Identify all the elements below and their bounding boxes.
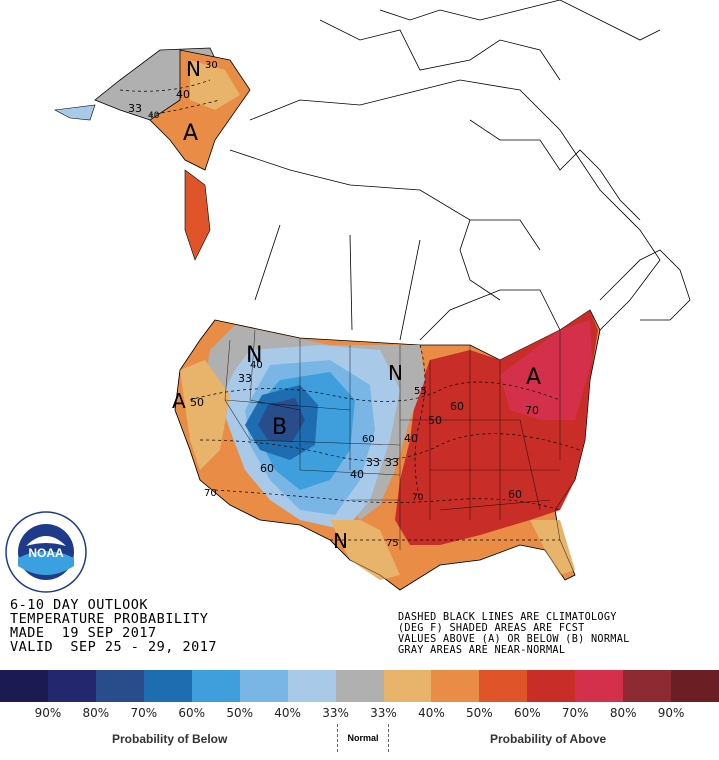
alaska-panhandle	[184, 169, 211, 261]
legend-notes: DASHED BLACK LINES ARE CLIMATOLOGY (DEG F…	[398, 612, 630, 656]
map-labels: N 30 40 33 40 A N 33 40 A 50 B 60 60 70 …	[128, 57, 541, 553]
label-v40-w: 40	[250, 360, 263, 371]
tick-label: 70%	[561, 706, 589, 720]
below-label: Probability of Below	[112, 732, 228, 746]
southeast-lightorange	[530, 520, 575, 575]
label-v70-e: 70	[525, 404, 539, 417]
legend-swatch-10	[479, 670, 528, 702]
note-line1: DASHED BLACK LINES ARE CLIMATOLOGY	[398, 612, 617, 623]
above-label: Probability of Above	[490, 732, 607, 746]
label-N-alaska: N	[186, 57, 201, 81]
probability-ticks: 90% 80% 70% 60% 50% 40% 33% 33% 40% 50% 60% 70% 80% 9…	[0, 706, 719, 720]
conus-region	[174, 309, 601, 591]
tick-label: 70%	[130, 706, 158, 720]
legend-swatch-8	[383, 670, 432, 702]
header-line2: TEMPERATURE PROBABILITY	[10, 611, 209, 627]
header-line1: 6-10 DAY OUTLOOK	[10, 597, 149, 613]
label-A-alaska: A	[183, 121, 198, 146]
alaska-lightorange	[190, 60, 240, 110]
label-v55: 55	[414, 386, 427, 397]
label-v40-e: 40	[404, 432, 418, 445]
legend-swatch-2	[95, 670, 144, 702]
label-v33-w: 33	[238, 372, 252, 385]
tick-label: 90%	[657, 706, 685, 720]
tick-label: 40%	[274, 706, 301, 720]
label-v50-e: 50	[428, 414, 442, 427]
label-v33-c2: 33	[385, 456, 399, 469]
normal-label: Normal	[347, 733, 379, 743]
tick-label: 80%	[82, 706, 110, 720]
noaa-logo-text: NOAA	[28, 546, 64, 560]
climatology-lines	[119, 79, 581, 541]
label-v40-ak2: 40	[148, 111, 160, 121]
state-borders	[174, 309, 601, 591]
legend-swatch-1	[47, 670, 96, 702]
label-v30: 30	[205, 60, 218, 71]
legend-swatch-6	[287, 670, 336, 702]
noaa-logo: NOAA	[5, 511, 87, 593]
label-v33-c: 33	[366, 456, 380, 469]
canada-outlines	[229, 0, 691, 341]
note-line4: GRAY AREAS ARE NEAR-NORMAL	[398, 645, 566, 656]
legend-swatch-9	[431, 670, 480, 702]
label-N-plains: N	[388, 361, 403, 385]
normal-box: Normal	[337, 724, 389, 752]
tick-label: 50%	[226, 706, 254, 720]
legend-swatch-12	[575, 670, 624, 702]
tick-label: 40%	[418, 706, 445, 720]
blue-80	[258, 398, 305, 442]
tick-label: 60%	[178, 706, 206, 720]
label-v70-w: 70	[204, 488, 217, 499]
label-v60-c2: 60	[362, 434, 375, 445]
header-line3: MADE 19 SEP 2017	[10, 625, 157, 641]
header-line4: VALID SEP 25 - 29, 2017	[10, 639, 218, 655]
alaska-region	[54, 47, 251, 261]
legend-swatch-5	[239, 670, 288, 702]
outlook-header: 6-10 DAY OUTLOOK TEMPERATURE PROBABILITY M…	[10, 598, 217, 654]
tick-spacer	[0, 706, 24, 720]
label-v60-se: 60	[508, 488, 522, 501]
label-v40-ak: 40	[176, 88, 190, 101]
alaska-blue	[54, 104, 96, 121]
label-v70-e2: 70	[412, 493, 424, 503]
note-line2: (DEG F) SHADED AREAS ARE FCST	[398, 623, 585, 634]
legend-swatch-0	[0, 670, 48, 702]
label-v60-c: 60	[260, 462, 274, 475]
south-lightorange	[330, 520, 400, 580]
tick-label: 90%	[34, 706, 62, 720]
tick-label: 80%	[609, 706, 637, 720]
label-v75: 75	[386, 538, 399, 549]
label-B-center: B	[272, 415, 287, 440]
probability-color-bar	[0, 670, 719, 702]
label-v33-ak: 33	[128, 102, 142, 115]
tick-label: 33%	[370, 706, 397, 720]
coast-lightorange	[180, 360, 230, 470]
legend-swatch-4	[191, 670, 240, 702]
label-v40-c: 40	[350, 468, 364, 481]
tick-label: 60%	[513, 706, 541, 720]
label-A-east: A	[526, 365, 541, 390]
legend-swatch-3	[143, 670, 192, 702]
legend-swatch-14	[671, 670, 719, 702]
note-line3: VALUES ABOVE (A) OR BELOW (B) NORMAL	[398, 634, 630, 645]
label-v60-e: 60	[450, 400, 464, 413]
outlook-map: N 30 40 33 40 A N 33 40 A 50 B 60 60 70 …	[54, 0, 691, 591]
label-N-west: N	[246, 343, 262, 368]
label-v50-w: 50	[190, 396, 204, 409]
tick-label: 50%	[466, 706, 493, 720]
northeast-crimson	[500, 320, 592, 420]
legend-swatch-11	[527, 670, 576, 702]
tick-label: 33%	[322, 706, 349, 720]
legend-swatch-13	[623, 670, 672, 702]
label-N-south: N	[333, 529, 348, 553]
label-A-west: A	[172, 389, 186, 413]
legend-swatch-7	[335, 670, 384, 702]
tick-spacer	[695, 706, 719, 720]
